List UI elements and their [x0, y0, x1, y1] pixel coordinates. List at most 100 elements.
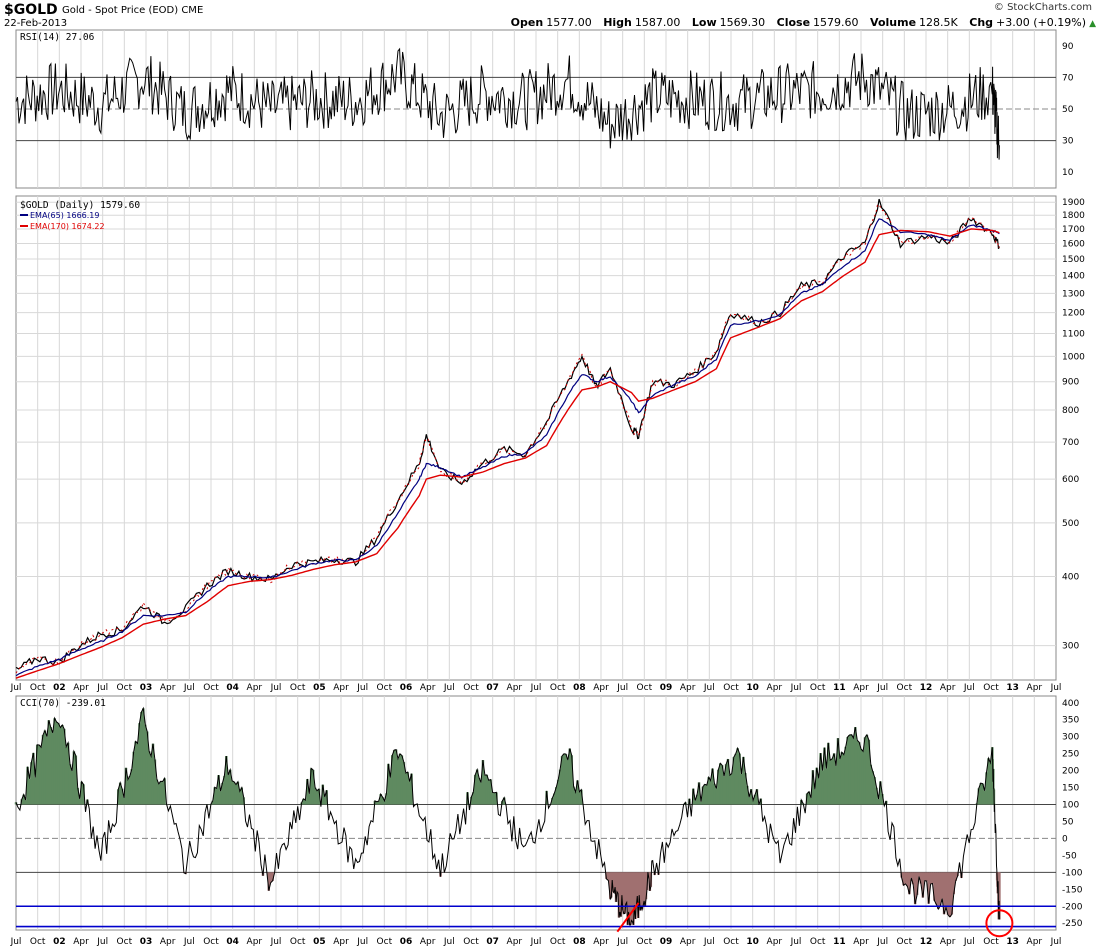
x-tick-label: Oct	[117, 937, 133, 947]
x-tick-label: Oct	[30, 683, 46, 693]
symbol-title: $GOLD	[4, 2, 58, 18]
x-tick-label: Jul	[1050, 683, 1062, 693]
x-tick-label: Apr	[73, 937, 89, 947]
x-tick-label: 05	[313, 937, 326, 947]
price-y-axis: 1900 1800 1700 1600 1500 1400 1300 1200 1100 1000…	[1062, 198, 1085, 651]
price-tick-label: 1700	[1062, 225, 1085, 235]
x-tick-label: Apr	[767, 937, 783, 947]
exchange-text: CME	[181, 5, 204, 16]
x-tick-label: Jul	[10, 937, 22, 947]
cci-tick-label: -250	[1062, 919, 1083, 929]
brand-watermark: © StockCharts.com	[993, 2, 1092, 13]
cci-tick-label: 250	[1062, 750, 1079, 760]
x-tick-label: Jul	[356, 683, 368, 693]
x-tick-label: 03	[140, 937, 153, 947]
x-tick-label: Apr	[420, 683, 436, 693]
x-tick-label: Oct	[897, 937, 913, 947]
ema65-line	[15, 218, 1000, 677]
x-tick-label: Apr	[420, 937, 436, 947]
x-tick-label: 10	[746, 683, 759, 693]
x-tick-label: 09	[660, 683, 673, 693]
x-tick-label: Jul	[963, 937, 975, 947]
high-label: High	[603, 16, 632, 29]
x-tick-label: Jul	[183, 937, 195, 947]
x-axis-bottom: Jul Oct 02 Apr Jul Oct 03 Apr Jul Oct 04 Apr Jul Oct 0…	[10, 937, 1062, 947]
x-tick-label: Oct	[550, 683, 566, 693]
x-tick-label: Apr	[680, 683, 696, 693]
x-tick-label: Oct	[377, 937, 393, 947]
close-value: 1579.60	[813, 16, 859, 29]
x-tick-label: Jul	[703, 683, 715, 693]
x-tick-label: 11	[833, 937, 846, 947]
x-tick-label: 09	[660, 937, 673, 947]
price-tick-label: 1300	[1062, 289, 1085, 299]
x-tick-label: 10	[746, 937, 759, 947]
x-tick-label: 04	[226, 937, 239, 947]
x-tick-label: Apr	[160, 937, 176, 947]
cci-tick-label: 0	[1062, 834, 1068, 844]
x-tick-label: Apr	[333, 683, 349, 693]
x-tick-label: Apr	[333, 937, 349, 947]
cci-label: CCI(70) -239.01	[20, 698, 106, 709]
price-tick-label: 400	[1062, 573, 1079, 583]
x-tick-label: Apr	[940, 937, 956, 947]
open-value: 1577.00	[546, 16, 592, 29]
price-tick-label: 1200	[1062, 309, 1085, 319]
annotation-slash	[616, 902, 640, 933]
x-tick-label: 12	[920, 683, 933, 693]
ohlc-readout: Open 1577.00 High 1587.00 Low 1569.30 Close…	[511, 16, 1086, 29]
x-tick-label: 07	[486, 937, 499, 947]
x-tick-label: Apr	[247, 683, 263, 693]
cci-tick-label: 150	[1062, 784, 1079, 794]
x-tick-label: Apr	[247, 937, 263, 947]
price-tick-label: 1900	[1062, 198, 1085, 208]
x-tick-label: Oct	[463, 683, 479, 693]
x-tick-label: Jul	[530, 683, 542, 693]
up-triangle-icon: ▲	[1089, 19, 1096, 29]
x-tick-label: Jul	[96, 683, 108, 693]
x-tick-label: Oct	[203, 937, 219, 947]
price-tick-label: 1500	[1062, 255, 1085, 265]
x-tick-label: 06	[400, 937, 413, 947]
x-tick-label: Apr	[507, 937, 523, 947]
cci-tick-label: 350	[1062, 716, 1079, 726]
x-tick-label: Jul	[443, 937, 455, 947]
x-tick-label: Oct	[983, 683, 999, 693]
x-tick-label: Oct	[897, 683, 913, 693]
chart-date: 22-Feb-2013	[4, 18, 68, 29]
x-tick-label: Jul	[616, 683, 628, 693]
x-tick-label: 13	[1006, 937, 1019, 947]
cci-line	[15, 706, 1000, 926]
price-label: $GOLD (Daily) 1579.60	[20, 200, 140, 211]
x-tick-label: Jul	[963, 683, 975, 693]
price-tick-label: 1400	[1062, 272, 1085, 282]
open-label: Open	[510, 16, 544, 29]
x-tick-label: Apr	[593, 937, 609, 947]
high-value: 1587.00	[634, 16, 681, 29]
price-tick-label: 300	[1062, 642, 1079, 652]
x-tick-label: Jul	[876, 683, 888, 693]
x-tick-label: 03	[140, 683, 153, 693]
price-tick-label: 800	[1062, 406, 1079, 416]
x-tick-label: Jul	[270, 937, 282, 947]
ema65-label: EMA(65) 1666.19	[30, 211, 99, 220]
x-tick-label: Jul	[96, 937, 108, 947]
x-tick-label: Jul	[10, 683, 22, 693]
x-tick-label: Jul	[876, 937, 888, 947]
x-tick-label: 08	[573, 937, 586, 947]
rsi-panel: 90 70 50 30 10 RSI(14) 27.06	[15, 29, 1074, 189]
x-axis-top: Jul Oct 02 Apr Jul Oct 03 Apr Jul Oct 04 Apr Jul Oct 0…	[10, 683, 1062, 693]
x-tick-label: Jul	[790, 683, 802, 693]
x-tick-label: 11	[833, 683, 846, 693]
x-tick-label: 02	[53, 937, 66, 947]
x-tick-label: Jul	[356, 937, 368, 947]
x-tick-label: 12	[920, 937, 933, 947]
x-tick-label: Oct	[810, 937, 826, 947]
chg-value: +3.00 (+0.19%)	[996, 16, 1086, 29]
volume-value: 128.5K	[919, 16, 958, 29]
price-tick-label: 500	[1062, 519, 1079, 529]
annotation-circle	[985, 909, 1014, 938]
symbol-description: Gold - Spot Price (EOD) CME	[62, 5, 203, 16]
rsi-label: RSI(14) 27.06	[20, 32, 95, 43]
